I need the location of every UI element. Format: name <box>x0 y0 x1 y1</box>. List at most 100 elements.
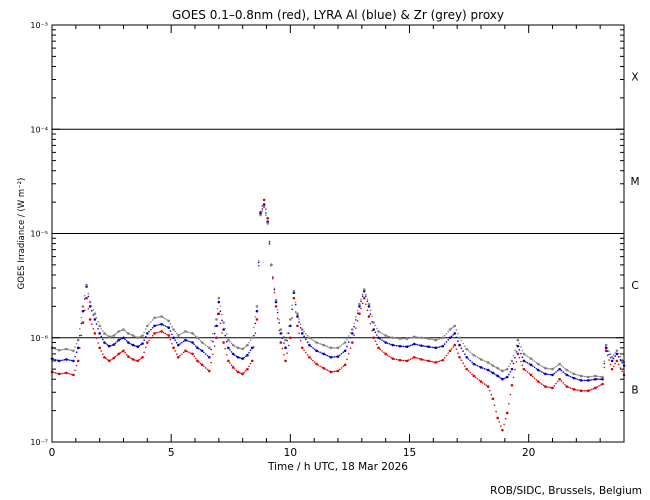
trace-dot <box>521 364 524 367</box>
trace-dot <box>353 325 355 328</box>
trace-dot <box>254 322 257 325</box>
trace-dot <box>518 349 521 351</box>
data-point <box>222 321 225 324</box>
data-point <box>458 355 461 359</box>
data-point <box>558 362 561 366</box>
trace-dot <box>390 336 392 338</box>
trace-dot <box>305 351 307 354</box>
trace-dot <box>206 368 209 371</box>
data-point <box>594 386 597 390</box>
trace-dot <box>555 371 557 373</box>
trace-dot <box>338 354 341 356</box>
trace-dot <box>164 325 167 327</box>
trace-dot <box>204 353 207 355</box>
trace-dot <box>546 386 548 388</box>
data-point <box>322 343 326 347</box>
trace-dot <box>56 348 59 351</box>
trace-dot <box>404 337 407 340</box>
data-point <box>384 334 387 337</box>
trace-dot <box>418 358 421 360</box>
trace-dot <box>539 382 541 384</box>
trace-dot <box>186 339 189 342</box>
data-point <box>146 341 149 344</box>
data-point <box>362 296 366 300</box>
data-point <box>98 346 101 350</box>
trace-dot <box>313 361 316 364</box>
trace-dot <box>221 319 223 322</box>
data-point <box>501 369 504 373</box>
data-point <box>336 355 340 358</box>
trace-dot <box>204 367 207 369</box>
data-point <box>217 300 221 304</box>
data-point <box>292 289 296 293</box>
trace-dot <box>188 340 190 343</box>
trace-dot <box>515 360 518 363</box>
trace-dot <box>193 343 196 346</box>
data-point <box>117 330 121 333</box>
trace-dot <box>619 355 622 358</box>
data-point <box>103 332 106 335</box>
trace-dot <box>283 353 285 356</box>
trace-dot <box>574 388 577 391</box>
trace-dot <box>353 322 355 324</box>
trace-dot <box>286 352 288 354</box>
trace-dot <box>306 354 309 356</box>
trace-dot <box>230 364 233 366</box>
trace-dot <box>457 332 459 335</box>
data-point <box>412 342 416 346</box>
data-point <box>279 328 283 331</box>
data-point <box>372 336 376 340</box>
data-point <box>516 344 520 348</box>
trace-dot <box>583 375 586 378</box>
trace-dot <box>360 300 362 303</box>
trace-dot <box>166 319 168 321</box>
data-point <box>522 352 526 356</box>
data-point <box>57 348 61 352</box>
trace-dot <box>116 340 118 343</box>
trace-dot <box>294 311 297 313</box>
trace-dot <box>599 378 602 381</box>
trace-dot <box>70 373 73 376</box>
data-point <box>405 337 409 340</box>
trace-dot <box>462 342 464 345</box>
trace-dot <box>305 332 307 335</box>
trace-dot <box>175 353 178 355</box>
data-point <box>336 369 340 373</box>
trace-dot <box>504 417 507 420</box>
trace-dot <box>95 337 98 340</box>
trace-dot <box>283 342 285 344</box>
data-point <box>131 343 135 347</box>
trace-dot <box>124 351 126 354</box>
trace-dot <box>495 410 497 413</box>
trace-dot <box>190 332 192 334</box>
data-point <box>231 366 235 369</box>
trace-dot <box>90 309 93 312</box>
trace-dot <box>397 358 399 361</box>
trace-dot <box>540 365 543 367</box>
trace-dot <box>424 345 426 347</box>
trace-dot <box>221 332 223 334</box>
trace-dot <box>381 350 383 352</box>
data-point <box>522 359 526 363</box>
data-point <box>65 371 68 375</box>
trace-dot <box>383 340 385 343</box>
data-point <box>604 349 608 353</box>
data-point <box>579 374 583 378</box>
trace-dot <box>621 370 624 373</box>
trace-dot <box>298 321 300 323</box>
trace-dot <box>460 347 463 349</box>
trace-dot <box>283 335 285 338</box>
trace-dot <box>193 355 196 358</box>
trace-dot <box>287 344 290 347</box>
data-point <box>472 362 476 366</box>
data-points <box>50 198 626 432</box>
trace-dot <box>402 337 405 340</box>
trace-dot <box>164 332 167 335</box>
trace-dot <box>381 339 383 341</box>
data-point <box>604 343 608 347</box>
data-point <box>76 338 80 342</box>
trace-dot <box>509 393 512 396</box>
trace-dot <box>313 348 316 351</box>
trace-dot <box>80 322 83 325</box>
trace-dot <box>335 347 338 349</box>
